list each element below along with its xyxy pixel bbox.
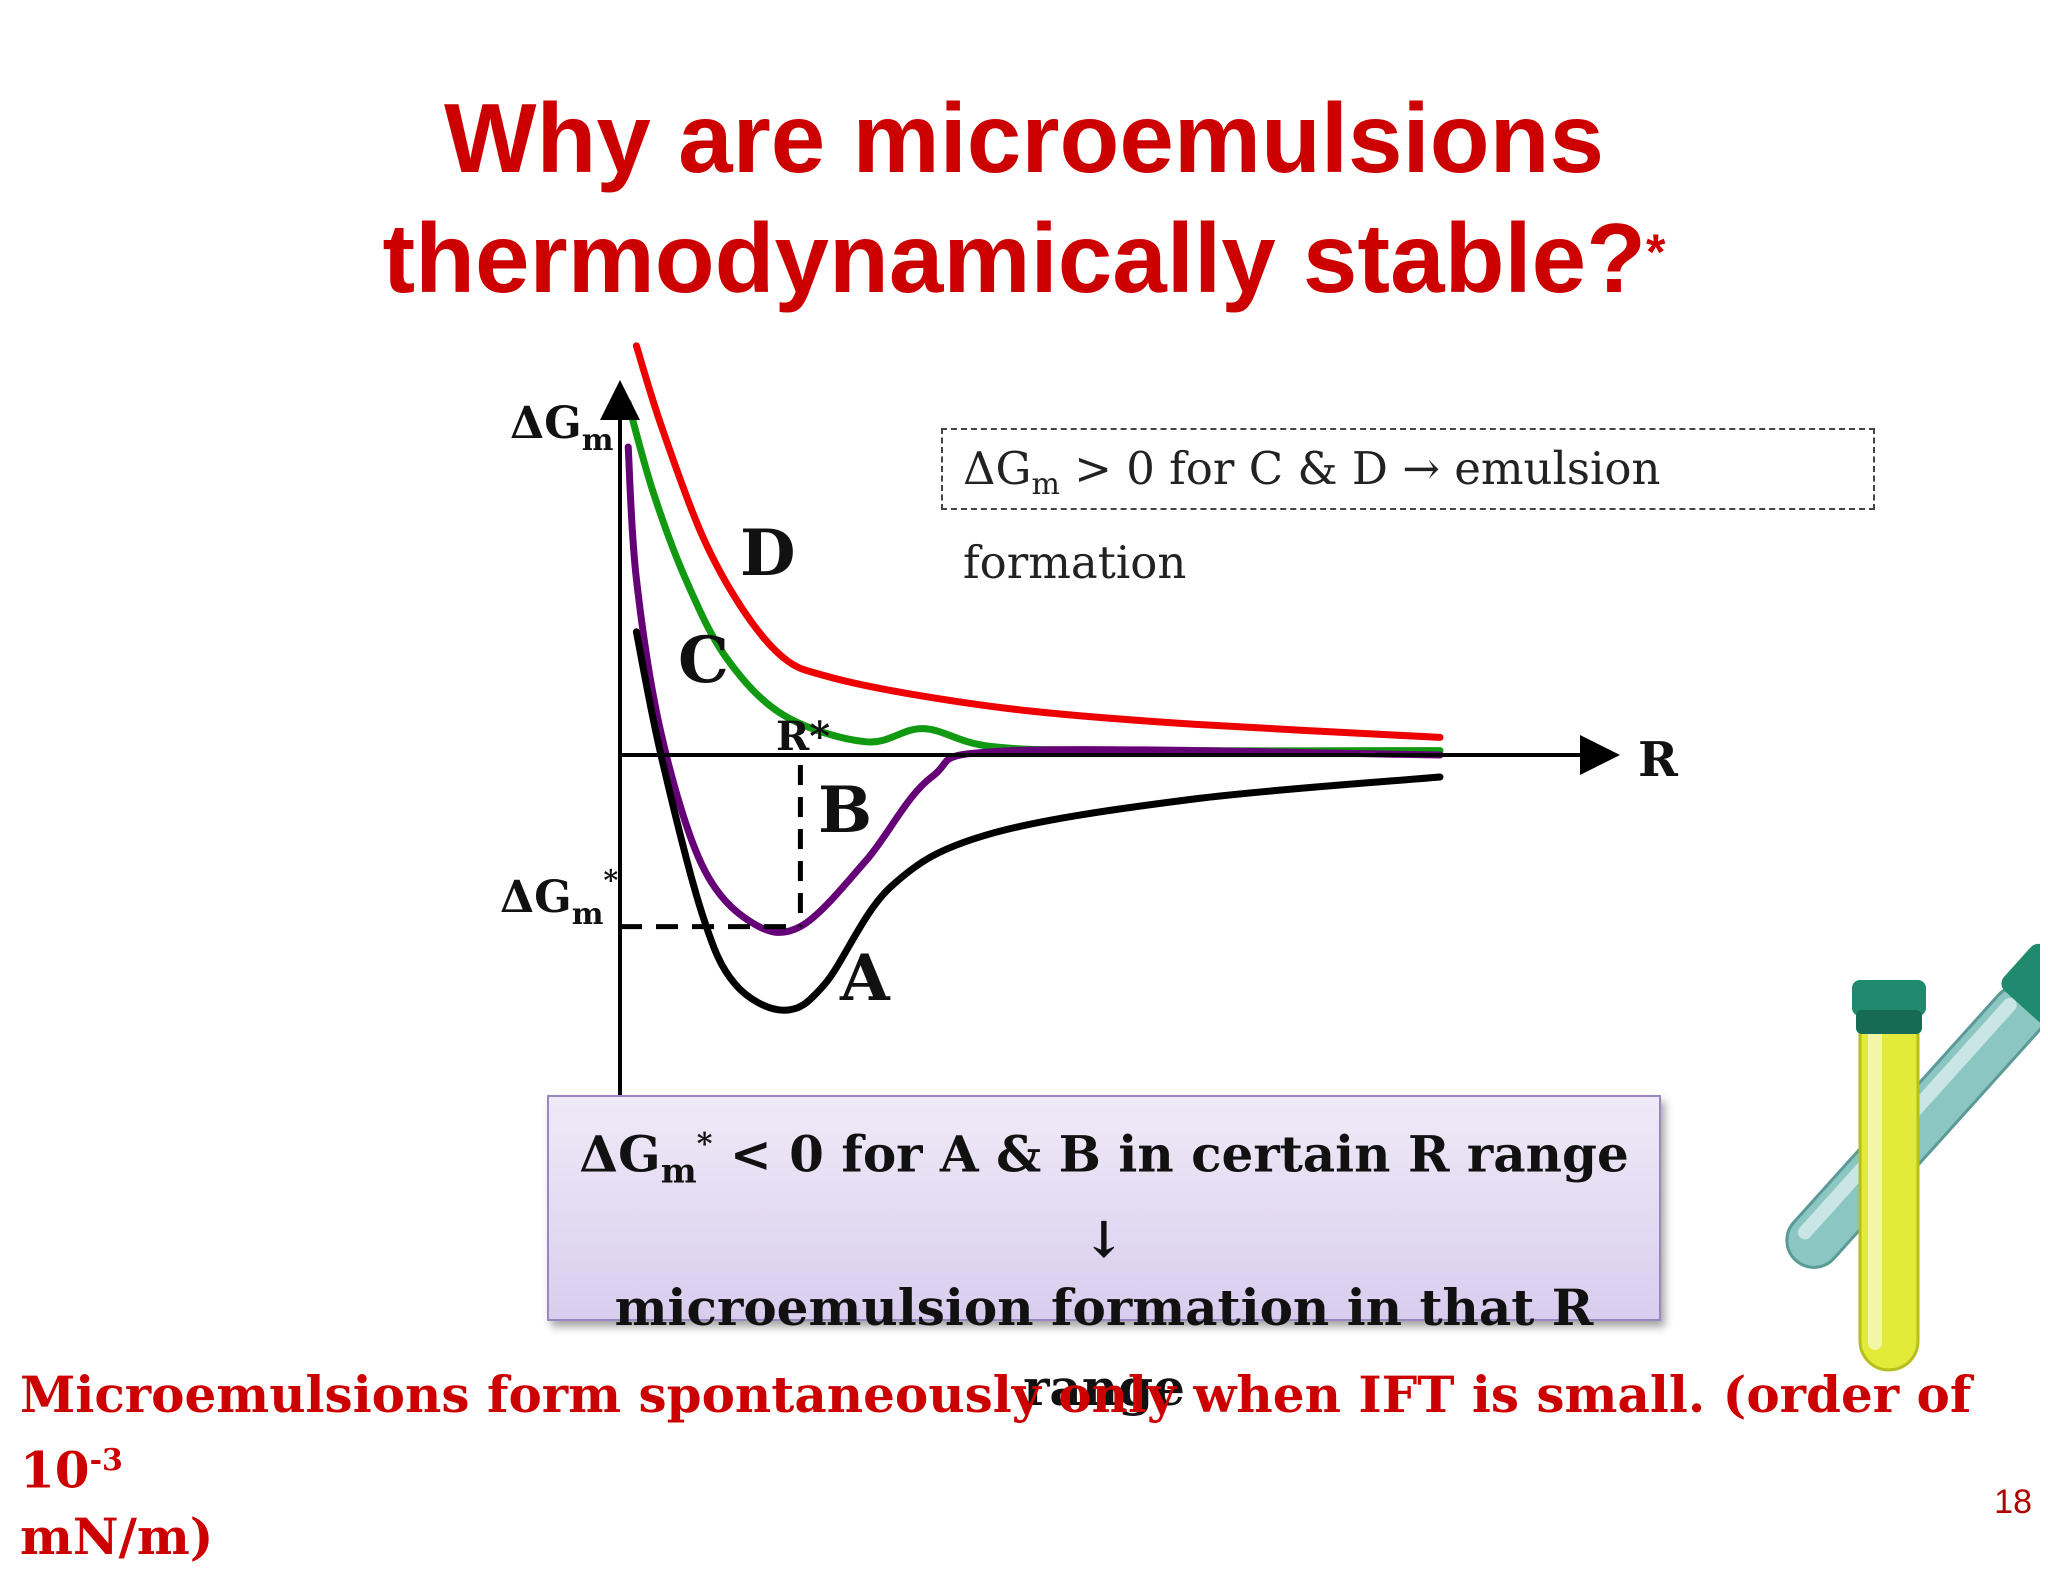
- delta-g-star-label: ΔGm*: [500, 864, 618, 932]
- microemulsion-result-box: ΔGm* < 0 for A & B in certain R range ↓ …: [547, 1095, 1661, 1417]
- ift-footnote-end: mN/m): [20, 1506, 214, 1566]
- y-axis-label: ΔGm: [510, 398, 614, 458]
- curve-label-c: C: [678, 623, 729, 698]
- result-line1: ΔGm* < 0 for A & B in certain R range: [549, 1105, 1659, 1212]
- ift-footnote-text: Microemulsions form spontaneously only w…: [20, 1365, 1972, 1500]
- title-footnote-mark: *: [1646, 224, 1666, 280]
- note-rest: > 0 for C & D → emulsion formation: [963, 442, 1661, 589]
- result-sub: m: [660, 1151, 697, 1192]
- result-arrow: ↓: [1083, 1209, 1125, 1269]
- result-sup: *: [696, 1127, 713, 1162]
- curve-label-d: D: [740, 516, 796, 591]
- curve-labels: D C B A: [678, 516, 891, 1016]
- r-star-label: R*: [776, 713, 830, 760]
- result-line3: microemulsion formation in that R range: [614, 1277, 1594, 1417]
- y-axis-label-main: ΔG: [510, 398, 582, 449]
- slide-title-line1: Why are microemulsions: [443, 83, 1605, 193]
- slide-title-line2-text: thermodynamically stable?: [382, 203, 1647, 313]
- x-axis-label: R: [1638, 732, 1679, 788]
- test-tube-yellow: [1852, 980, 1926, 1372]
- emulsion-note-box: ΔGm > 0 for C & D → emulsion formation: [941, 428, 1875, 589]
- result-delta: ΔG: [579, 1124, 661, 1184]
- y-axis-label-sub: m: [582, 423, 614, 458]
- curve-a: [632, 628, 1444, 1014]
- delta-g-star-sup: *: [603, 864, 618, 897]
- ift-footnote-exponent: -3: [89, 1443, 123, 1478]
- curve-label-a: A: [839, 941, 891, 1016]
- result-rest: < 0 for A & B in certain R range: [712, 1124, 1629, 1184]
- curve-label-b: B: [818, 773, 872, 848]
- delta-g-star-sub: m: [572, 897, 604, 932]
- note-sub: m: [1031, 467, 1060, 502]
- curve-d: [632, 342, 1444, 741]
- delta-g-star-main: ΔG: [500, 872, 572, 923]
- ift-footnote: Microemulsions form spontaneously only w…: [20, 1362, 2000, 1570]
- slide-title-line2: thermodynamically stable?*: [0, 198, 2048, 318]
- test-tubes-illustration: [1785, 943, 2040, 1372]
- gibbs-energy-chart: ΔGm R ΔGm* R* D C B A: [500, 342, 1679, 1098]
- note-delta: ΔG: [963, 442, 1032, 495]
- page-number: 18: [1994, 1483, 2032, 1521]
